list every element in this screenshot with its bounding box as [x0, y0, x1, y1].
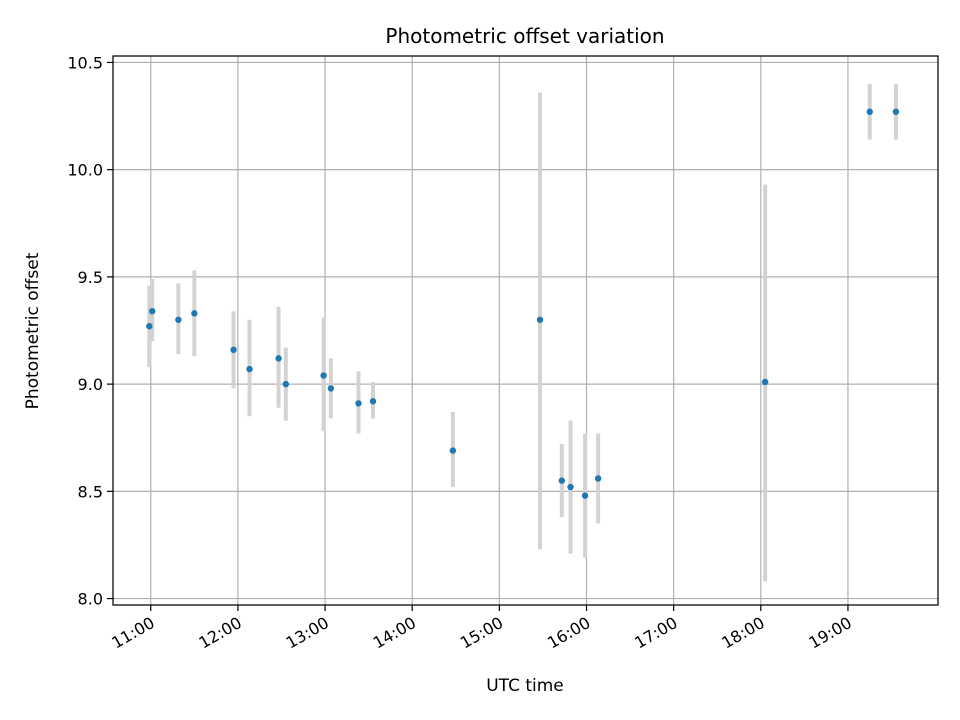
- y-tick-label: 10.0: [67, 161, 103, 180]
- data-point: [149, 307, 156, 315]
- y-tick-label: 8.5: [78, 482, 103, 501]
- data-point: [536, 316, 544, 323]
- x-axis-label: UTC time: [486, 676, 564, 696]
- data-point: [892, 108, 900, 115]
- data-point: [369, 398, 377, 405]
- data-point: [191, 310, 198, 317]
- plot-frame: [112, 55, 939, 606]
- chart-title: Photometric offset variation: [385, 24, 664, 48]
- data-point: [320, 372, 327, 379]
- data-point: [230, 346, 237, 354]
- data-point: [581, 492, 589, 499]
- data-point: [594, 475, 602, 482]
- data-point: [355, 400, 362, 407]
- y-axis-ticks: 8.0 8.5 9.0 9.5 10.0 10.5: [67, 53, 113, 609]
- data-point: [146, 323, 153, 330]
- y-tick-label: 9.0: [78, 375, 103, 394]
- data-point: [275, 355, 282, 362]
- y-tick-label: 8.0: [78, 590, 103, 609]
- data-points: [146, 108, 900, 499]
- data-point: [567, 483, 574, 491]
- data-point: [449, 447, 457, 454]
- data-point: [866, 108, 873, 115]
- data-point: [246, 365, 253, 373]
- data-point: [558, 477, 566, 484]
- data-point: [282, 380, 290, 388]
- y-tick-label: 10.5: [67, 53, 103, 72]
- y-axis-label: Photometric offset: [23, 252, 43, 409]
- data-point: [761, 378, 769, 386]
- data-point: [327, 385, 335, 392]
- y-tick-label: 9.5: [78, 268, 103, 287]
- data-point: [175, 316, 182, 323]
